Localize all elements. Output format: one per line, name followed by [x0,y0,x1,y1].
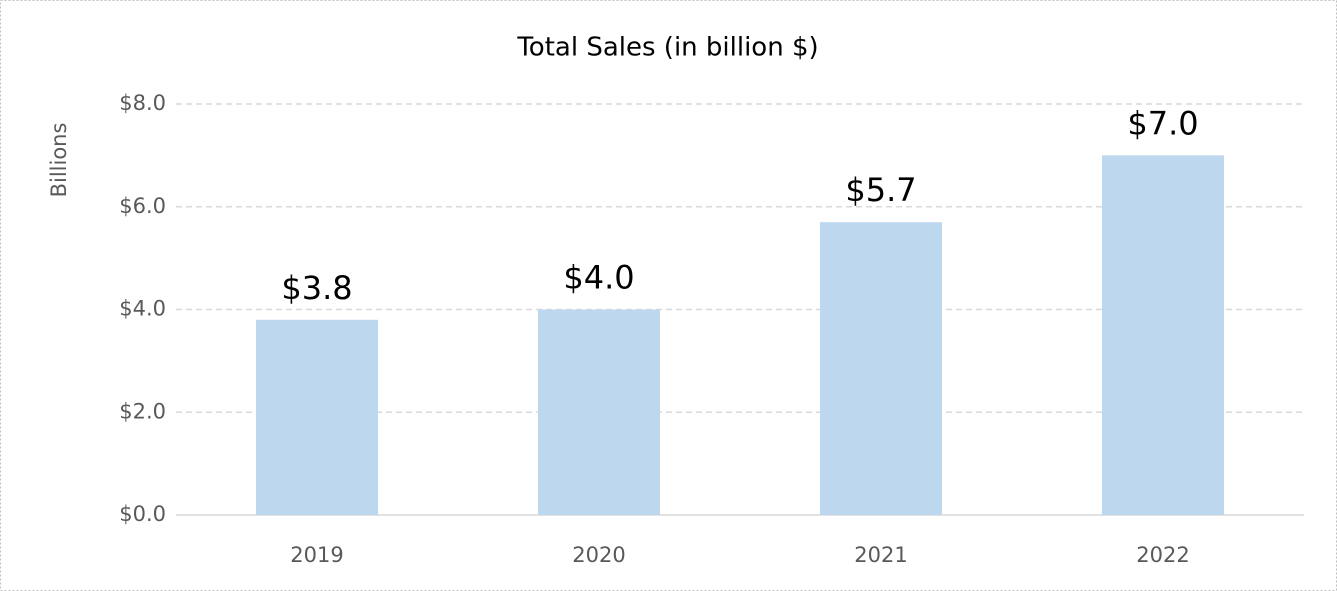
y-tick-label: $8.0 [119,91,166,115]
x-tick-label: 2019 [290,543,343,567]
y-tick-label: $6.0 [119,194,166,218]
bar [538,309,660,515]
chart-title: Total Sales (in billion $) [516,33,818,63]
y-tick-label: $0.0 [119,502,166,526]
bar [256,319,378,515]
y-tick-label: $2.0 [119,399,166,423]
x-tick-label: 2022 [1136,543,1189,567]
data-label: $3.8 [281,269,352,307]
y-axis-label: Billions [47,123,71,198]
data-label: $7.0 [1127,104,1198,142]
data-label: $4.0 [563,259,634,297]
y-tick-label: $4.0 [119,297,166,321]
x-tick-label: 2021 [854,543,907,567]
bar [1102,155,1224,515]
bar [820,222,942,515]
x-tick-label: 2020 [572,543,625,567]
data-label: $5.7 [845,171,916,209]
